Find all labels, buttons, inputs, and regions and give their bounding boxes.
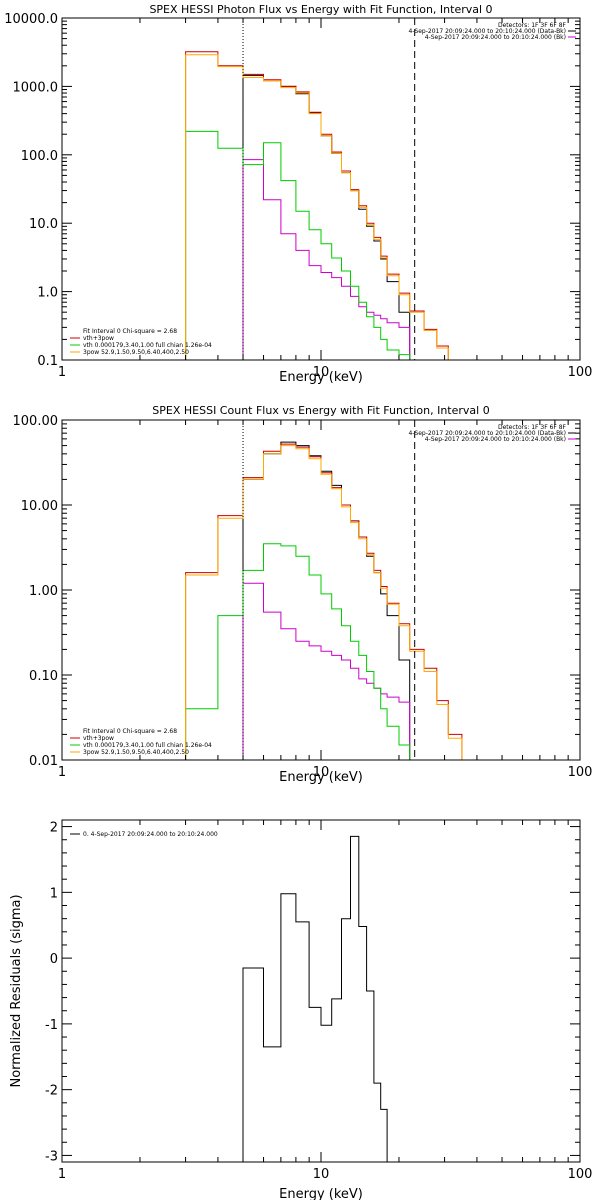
y-tick-label: 0.1 xyxy=(37,354,58,369)
header-line: 4-Sep-2017 20:09:24.000 to 20:10:24.000 … xyxy=(408,430,566,437)
plot-area xyxy=(242,835,410,1162)
y-tick-label: 1.0 xyxy=(37,286,58,301)
legend-entry: vth 0.000179,3.40,1.00 full chian 1.26e-… xyxy=(83,342,212,349)
x-tick-label: 100 xyxy=(568,765,593,780)
x-axis-label: Energy (keV) xyxy=(279,370,363,385)
legend-entry: vth 0.000179,3.40,1.00 full chian 1.26e-… xyxy=(83,742,212,749)
legend-entry: Fit Interval 0 Chi-square = 2.68 xyxy=(83,728,177,735)
residuals-panel: 1 10 100 -3 -2 -1 0 1 2 Energy (keV) Normalized Re… xyxy=(9,819,593,1200)
header-line: Detectors: 1F 3F 6F 8F xyxy=(498,22,567,29)
y-tick-label: 1.00 xyxy=(29,584,58,599)
series-line-4 xyxy=(185,54,462,360)
x-tick-label: 100 xyxy=(568,365,593,380)
legend-entry: 3pow 52.9,1.50,9.50,6.40,400,2.50 xyxy=(83,349,189,356)
header-line: 4-Sep-2017 20:09:24.000 to 20:10:24.000 … xyxy=(425,34,566,41)
y-tick-label: 0.01 xyxy=(29,754,58,769)
series-line-0 xyxy=(242,835,410,1162)
legend-entry: vth+3pow xyxy=(83,335,114,342)
legend-entry: Fit Interval 0 Chi-square = 2.68 xyxy=(83,328,177,335)
legend-entry: 0. 4-Sep-2017 20:09:24.000 to 20:10:24.0… xyxy=(83,831,218,838)
x-tick-label: 100 xyxy=(568,1167,593,1182)
header-line: Detectors: 1F 3F 6F 8F xyxy=(498,424,567,431)
series-line-1 xyxy=(242,582,411,760)
y-tick-label: 10.0 xyxy=(29,217,58,232)
series-line-0 xyxy=(242,74,411,360)
y-tick-label: 1 xyxy=(50,886,58,901)
series-line-3 xyxy=(185,130,411,360)
plot-area xyxy=(185,441,472,760)
y-tick-label: 10.00 xyxy=(21,499,58,514)
y-tick-label: 1000.0 xyxy=(13,80,59,95)
y-tick-label: 100.0 xyxy=(21,149,58,164)
chart-title: SPEX HESSI Count Flux vs Energy with Fit… xyxy=(152,404,489,417)
series-line-2 xyxy=(185,443,472,760)
header-line: 4-Sep-2017 20:09:24.000 to 20:10:24.000 … xyxy=(425,436,566,443)
y-tick-label: 10000.0 xyxy=(4,12,58,27)
photon-flux-panel: SPEX HESSI Photon Flux vs Energy with Fi… xyxy=(4,3,592,385)
series-line-1 xyxy=(242,159,411,360)
x-axis-label: Energy (keV) xyxy=(279,770,363,785)
count-flux-panel: SPEX HESSI Count Flux vs Energy with Fit… xyxy=(13,404,593,785)
y-tick-label: 2 xyxy=(50,821,58,836)
plot-frame xyxy=(61,819,581,1163)
chart-title: SPEX HESSI Photon Flux vs Energy with Fi… xyxy=(149,3,492,16)
y-tick-label: -3 xyxy=(45,1149,58,1164)
series-line-4 xyxy=(185,445,472,760)
plot-area xyxy=(185,51,462,360)
x-tick-label: 10 xyxy=(313,1167,330,1182)
y-axis-label: Normalized Residuals (sigma) xyxy=(9,894,24,1087)
x-tick-label: 1 xyxy=(58,365,66,380)
series-line-0 xyxy=(242,441,411,760)
series-line-2 xyxy=(185,51,462,360)
plot-frame xyxy=(61,17,581,361)
y-tick-label: 0 xyxy=(50,952,58,967)
legend-entry: 3pow 52.9,1.50,9.50,6.40,400,2.50 xyxy=(83,749,189,756)
y-tick-label: -1 xyxy=(45,1018,58,1033)
x-axis-label: Energy (keV) xyxy=(279,1187,363,1200)
legend-entry: vth+3pow xyxy=(83,735,114,742)
y-tick-label: -2 xyxy=(45,1084,58,1099)
series-line-3 xyxy=(185,543,411,760)
y-tick-label: 0.10 xyxy=(29,669,58,684)
y-tick-label: 100.00 xyxy=(13,414,59,429)
header-line: 4-Sep-2017 20:09:24.000 to 20:10:24.000 … xyxy=(408,28,566,35)
x-tick-label: 1 xyxy=(58,1167,66,1182)
x-tick-label: 10 xyxy=(313,365,330,380)
x-tick-label: 1 xyxy=(58,765,66,780)
x-tick-label: 10 xyxy=(313,765,330,780)
